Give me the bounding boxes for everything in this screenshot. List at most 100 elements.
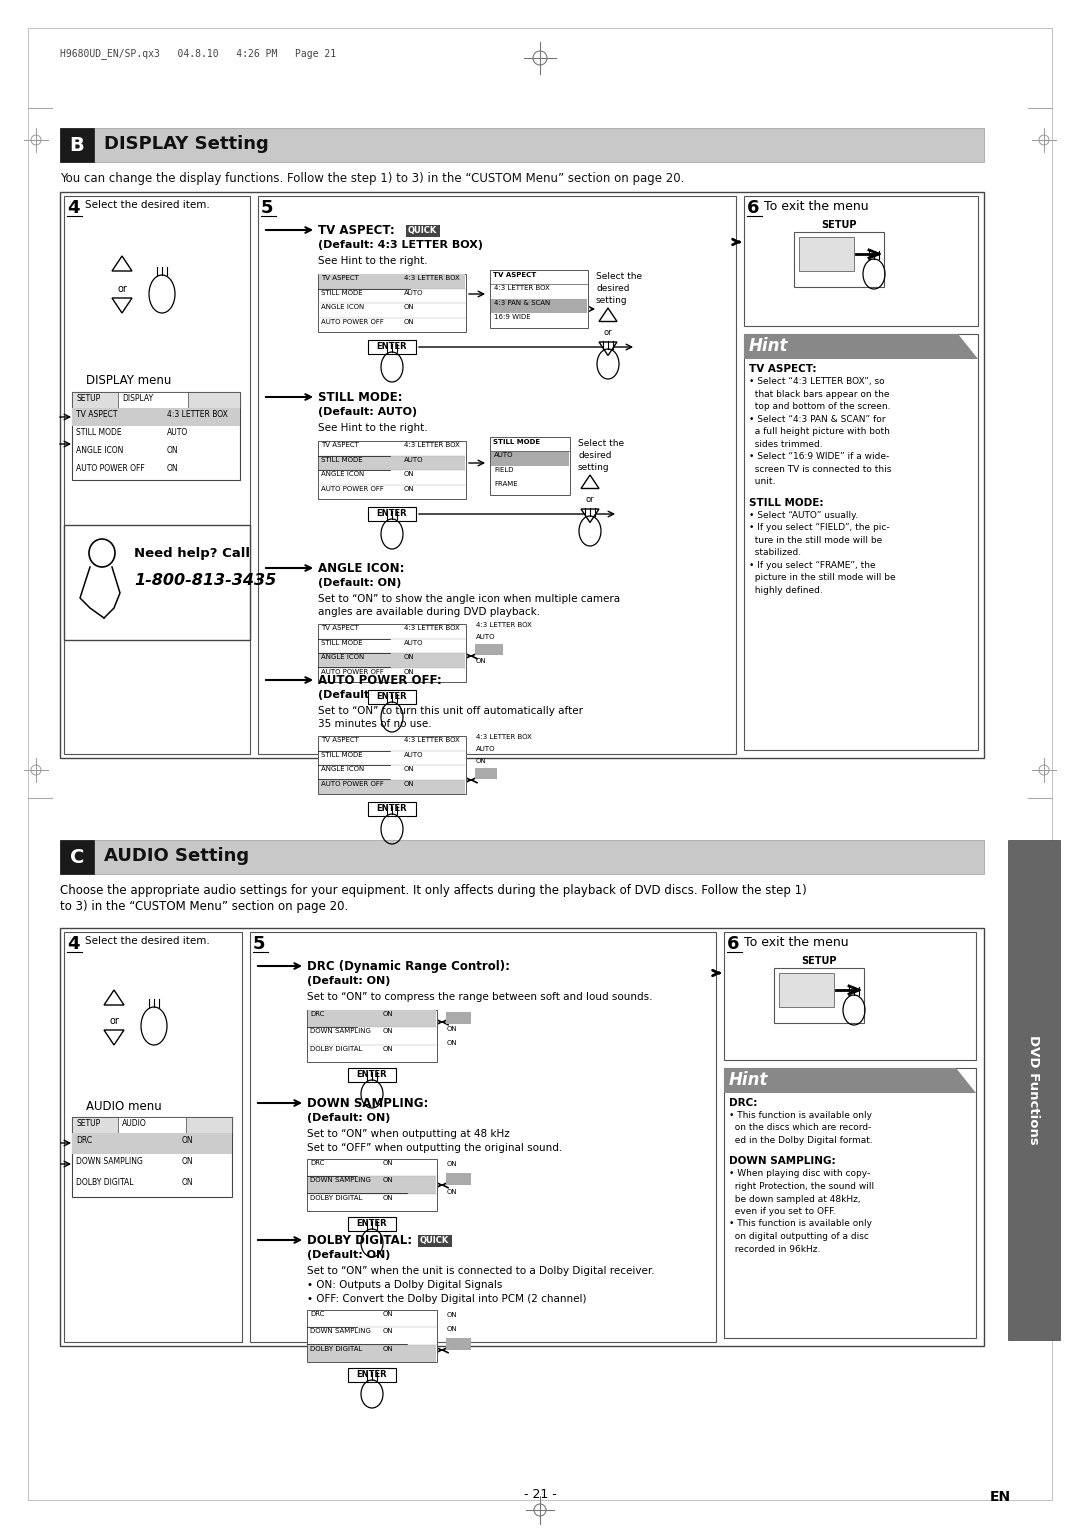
Text: ON: ON <box>447 1189 458 1195</box>
Text: DOLBY DIGITAL:: DOLBY DIGITAL: <box>307 1235 413 1247</box>
Bar <box>318 442 465 500</box>
Text: See Hint to the right.: See Hint to the right. <box>318 257 428 266</box>
Bar <box>446 1339 471 1351</box>
Text: be down sampled at 48kHz,: be down sampled at 48kHz, <box>729 1195 861 1204</box>
Bar <box>64 526 249 640</box>
Text: ENTER: ENTER <box>356 1219 388 1229</box>
Bar <box>724 932 976 1060</box>
Text: ON: ON <box>476 758 487 764</box>
Text: • This function is available only: • This function is available only <box>729 1219 872 1229</box>
Text: • OFF: Convert the Dolby Digital into PCM (2 channel): • OFF: Convert the Dolby Digital into PC… <box>307 1294 586 1303</box>
Text: STILL MODE: STILL MODE <box>492 439 540 445</box>
Bar <box>258 196 735 753</box>
Text: a full height picture with both: a full height picture with both <box>750 426 890 435</box>
Bar <box>406 225 440 237</box>
Bar <box>475 643 503 656</box>
Text: (Default: AUTO): (Default: AUTO) <box>318 406 417 417</box>
Bar <box>307 1160 437 1212</box>
Bar <box>491 298 588 313</box>
Bar <box>60 840 94 874</box>
Text: 6: 6 <box>747 199 759 217</box>
Text: or: or <box>109 1016 119 1025</box>
Text: TV ASPECT: TV ASPECT <box>321 625 359 631</box>
Text: 4: 4 <box>67 935 80 953</box>
Text: STILL MODE:: STILL MODE: <box>750 498 824 507</box>
Bar <box>60 128 94 162</box>
Bar <box>348 1368 396 1381</box>
Text: QUICK: QUICK <box>420 1236 449 1245</box>
Text: ON: ON <box>382 1028 393 1034</box>
Text: on digital outputting of a disc: on digital outputting of a disc <box>729 1232 869 1241</box>
Bar <box>724 1068 976 1339</box>
Bar <box>348 1068 396 1082</box>
Text: TV ASPECT: TV ASPECT <box>76 410 118 419</box>
Text: or: or <box>604 329 612 338</box>
Text: DRC (Dynamic Range Control):: DRC (Dynamic Range Control): <box>307 960 510 973</box>
Text: ON: ON <box>404 766 415 772</box>
Text: Hint: Hint <box>729 1071 769 1089</box>
Text: H9680UD_EN/SP.qx3   04.8.10   4:26 PM   Page 21: H9680UD_EN/SP.qx3 04.8.10 4:26 PM Page 2… <box>60 47 336 60</box>
Text: TV ASPECT: TV ASPECT <box>492 272 537 278</box>
Text: AUTO: AUTO <box>404 752 423 758</box>
Text: ON: ON <box>183 1135 193 1144</box>
Text: ENTER: ENTER <box>377 342 407 351</box>
Text: 4:3 LETTER BOX: 4:3 LETTER BOX <box>404 625 460 631</box>
Text: ANGLE ICON: ANGLE ICON <box>76 446 123 455</box>
Bar <box>319 455 465 471</box>
Polygon shape <box>581 509 599 523</box>
Text: ANGLE ICON:: ANGLE ICON: <box>318 562 405 575</box>
Text: ON: ON <box>382 1045 393 1051</box>
Polygon shape <box>104 990 124 1005</box>
Text: AUTO POWER OFF: AUTO POWER OFF <box>76 465 145 474</box>
Text: ON: ON <box>404 669 415 674</box>
Text: Select the desired item.: Select the desired item. <box>85 937 210 946</box>
Text: • Select “AUTO” usually.: • Select “AUTO” usually. <box>750 510 859 520</box>
Text: SETUP: SETUP <box>801 957 837 966</box>
Bar <box>308 1010 436 1027</box>
Text: screen TV is connected to this: screen TV is connected to this <box>750 465 891 474</box>
Bar <box>72 1132 232 1154</box>
Text: 1-800-813-3435: 1-800-813-3435 <box>134 573 276 588</box>
Bar <box>72 408 240 426</box>
Bar <box>72 393 240 480</box>
Bar <box>491 451 569 466</box>
Bar <box>60 927 984 1346</box>
Bar <box>307 1010 437 1062</box>
Text: (Default: ON): (Default: ON) <box>307 1112 390 1123</box>
Text: STILL MODE: STILL MODE <box>76 428 122 437</box>
Text: • Select “4:3 LETTER BOX”, so: • Select “4:3 LETTER BOX”, so <box>750 377 885 387</box>
Bar <box>475 769 497 779</box>
Text: ANGLE ICON: ANGLE ICON <box>321 304 364 310</box>
Text: Set to “OFF” when outputting the original sound.: Set to “OFF” when outputting the origina… <box>307 1143 563 1154</box>
Bar <box>490 270 588 329</box>
Bar <box>368 341 416 354</box>
Text: 5: 5 <box>253 935 266 953</box>
Text: setting: setting <box>596 296 627 306</box>
Text: • This function is available only: • This function is available only <box>729 1111 872 1120</box>
Text: ANGLE ICON: ANGLE ICON <box>321 654 364 660</box>
Text: ON: ON <box>447 1041 458 1047</box>
Text: (Default: ON): (Default: ON) <box>307 1250 390 1261</box>
Text: desired: desired <box>596 284 630 293</box>
Polygon shape <box>104 1030 124 1045</box>
Text: Choose the appropriate audio settings for your equipment. It only affects during: Choose the appropriate audio settings fo… <box>60 885 807 897</box>
Text: ON: ON <box>404 654 415 660</box>
Bar <box>60 128 984 162</box>
Text: SETUP: SETUP <box>76 1118 100 1128</box>
Text: DOWN SAMPLING:: DOWN SAMPLING: <box>729 1157 836 1166</box>
Text: DISPLAY: DISPLAY <box>122 394 153 403</box>
Text: ON: ON <box>447 1025 458 1031</box>
Text: DRC:: DRC: <box>729 1099 757 1108</box>
Text: ON: ON <box>404 781 415 787</box>
Text: stabilized.: stabilized. <box>750 549 801 558</box>
Text: or: or <box>117 284 127 293</box>
Text: TV ASPECT: TV ASPECT <box>321 275 359 281</box>
Bar <box>744 196 978 325</box>
Bar <box>64 196 249 753</box>
Text: AUTO: AUTO <box>404 457 423 463</box>
Text: AUDIO menu: AUDIO menu <box>86 1100 162 1112</box>
Bar <box>446 1174 471 1186</box>
Text: ON: ON <box>382 1195 393 1201</box>
Text: ON: ON <box>447 1313 458 1319</box>
Text: • If you select “FRAME”, the: • If you select “FRAME”, the <box>750 561 876 570</box>
